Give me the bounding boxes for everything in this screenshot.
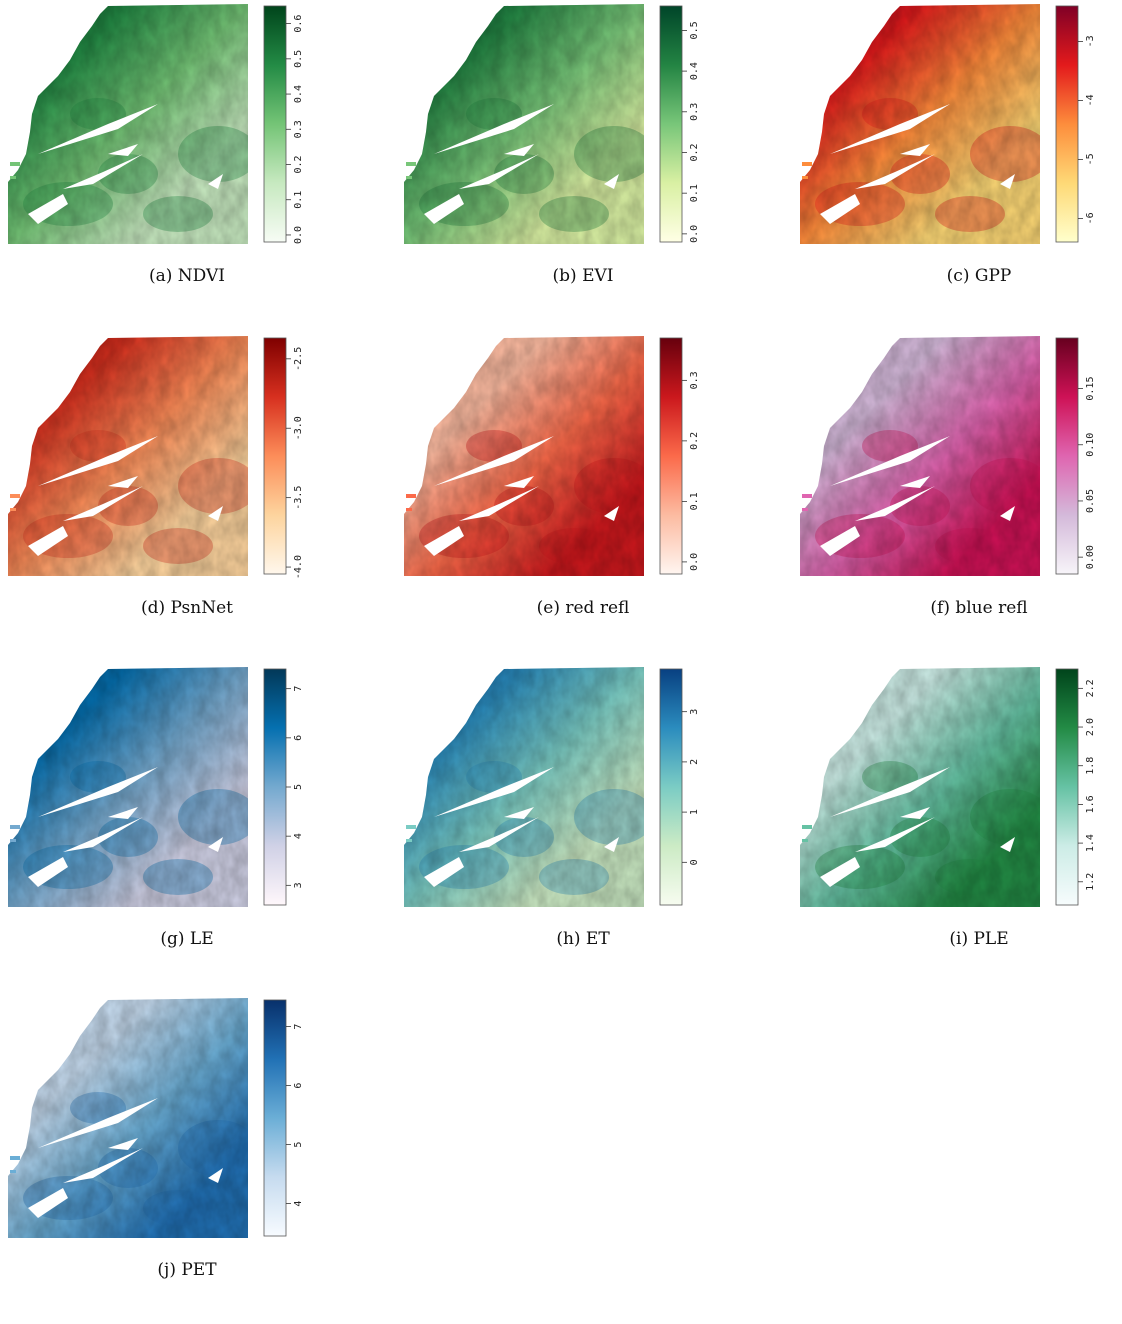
colorbar-tick-label: 1.8: [1085, 757, 1096, 775]
colorbar-tick-label: 4: [293, 1201, 304, 1207]
colorbar-tick-label: 0.15: [1085, 377, 1096, 401]
colorbar: -4.0 -3.5 -3.0 -2.5: [263, 337, 304, 579]
map-image: [404, 4, 644, 244]
panel-caption: (c) GPP: [946, 266, 1012, 286]
colorbar-tick-label: 0.05: [1085, 489, 1096, 513]
colorbar: -6 -5 -4 -3: [1055, 5, 1096, 243]
colorbar-tick-label: 6: [293, 1083, 304, 1089]
colorbar-tick-label: -3.5: [293, 486, 304, 510]
colorbar-tick-label: 0.5: [293, 50, 304, 68]
map-image: [8, 667, 248, 907]
panel-caption: (b) EVI: [552, 266, 614, 286]
colorbar: 0.0 0.1 0.2 0.3 0.4 0.5: [659, 5, 700, 243]
panel-pet: 4 5 6 7 (j) PET: [0, 994, 374, 1324]
colorbar-tick-label: 0.2: [689, 432, 700, 450]
colorbar-tick-label: 5: [293, 1142, 304, 1148]
colorbar-tick-label: 5: [293, 784, 304, 790]
panel-gpp: -6 -5 -4 -3 (c) GPP: [792, 0, 1122, 330]
map-image: [800, 667, 1040, 907]
colorbar-tick-label: -3.0: [293, 416, 304, 440]
colorbar: 0.0 0.1 0.2 0.3: [659, 337, 700, 575]
colorbar-tick-label: -4: [1085, 94, 1096, 106]
panel-caption: (j) PET: [157, 1260, 217, 1280]
colorbar-tick-label: 2.0: [1085, 718, 1096, 736]
colorbar-tick-label: 2.2: [1085, 679, 1096, 697]
map-image: [8, 336, 248, 576]
colorbar: 3 4 5 6 7: [263, 668, 304, 906]
colorbar-tick-label: 0.3: [689, 103, 700, 121]
colorbar-tick-label: 3: [293, 882, 304, 888]
panel-et: 0 1 2 3 (h) ET: [396, 663, 770, 993]
panel-caption: (e) red refl: [536, 598, 630, 618]
colorbar-tick-label: 0.2: [689, 143, 700, 161]
panel-psnnet: -4.0 -3.5 -3.0 -2.5 (d) PsnNet: [0, 332, 374, 662]
colorbar-tick-label: -2.5: [293, 347, 304, 371]
colorbar-tick-label: 0.1: [689, 492, 700, 510]
colorbar-tick-label: 0.1: [293, 191, 304, 209]
colorbar-tick-label: 1.2: [1085, 873, 1096, 891]
colorbar-tick-label: 0.0: [293, 226, 304, 244]
colorbar-tick-label: 0.6: [293, 15, 304, 33]
map-image: [404, 667, 644, 907]
panel-caption: (d) PsnNet: [141, 598, 233, 618]
colorbar-tick-label: 2: [689, 759, 700, 765]
colorbar-tick-label: 0.1: [689, 184, 700, 202]
colorbar-tick-label: 0.5: [689, 21, 700, 39]
colorbar-tick-label: 0.10: [1085, 433, 1096, 457]
colorbar-tick-label: 1: [689, 809, 700, 815]
colorbar-tick-label: 0.4: [689, 62, 700, 80]
colorbar-tick-label: -3: [1085, 35, 1096, 47]
colorbar-tick-label: 1.6: [1085, 795, 1096, 813]
panel-caption: (f) blue refl: [930, 598, 1028, 618]
panel-red-refl: 0.0 0.1 0.2 0.3 (e) red refl: [396, 332, 770, 662]
colorbar-tick-label: 3: [689, 709, 700, 715]
colorbar-tick-label: -5: [1085, 153, 1096, 165]
colorbar-tick-label: 0.00: [1085, 545, 1096, 569]
colorbar-tick-label: 4: [293, 833, 304, 839]
panel-caption: (a) NDVI: [148, 266, 225, 286]
colorbar-tick-label: 7: [293, 686, 304, 692]
panel-evi: 0.0 0.1 0.2 0.3 0.4 0.5 (b) EVI: [396, 0, 770, 330]
panel-ple: 1.2 1.4 1.6 1.8 2.0 2.2 (i) PLE: [792, 663, 1122, 993]
colorbar-tick-label: 0.2: [293, 155, 304, 173]
colorbar-tick-label: 0.4: [293, 85, 304, 103]
colorbar-tick-label: 6: [293, 735, 304, 741]
colorbar-tick-label: 0: [689, 859, 700, 865]
map-image: [8, 998, 248, 1238]
panel-caption: (i) PLE: [949, 929, 1009, 949]
colorbar-tick-label: 0.0: [689, 553, 700, 571]
map-image: [800, 4, 1040, 244]
colorbar-tick-label: 0.3: [689, 371, 700, 389]
panel-caption: (g) LE: [160, 929, 214, 949]
colorbar: 4 5 6 7: [263, 999, 304, 1237]
colorbar-tick-label: -4.0: [293, 555, 304, 579]
colorbar-tick-label: 7: [293, 1024, 304, 1030]
panel-ndvi: 0.0 0.1 0.2 0.3 0.4 0.5 0.6 (a) NDVI: [0, 0, 374, 330]
map-image: [8, 4, 248, 244]
colorbar: 0 1 2 3: [659, 668, 700, 906]
colorbar: 0.00 0.05 0.10 0.15: [1055, 337, 1096, 575]
map-image: [404, 336, 644, 576]
colorbar: 1.2 1.4 1.6 1.8 2.0 2.2: [1055, 668, 1096, 906]
colorbar-tick-label: 1.4: [1085, 834, 1096, 852]
panel-blue-refl: 0.00 0.05 0.10 0.15 (f) blue refl: [792, 332, 1122, 662]
panel-caption: (h) ET: [556, 929, 610, 949]
colorbar-tick-label: 0.3: [293, 120, 304, 138]
map-image: [800, 336, 1040, 576]
panel-le: 3 4 5 6 7 (g) LE: [0, 663, 374, 993]
colorbar-tick-label: -6: [1085, 212, 1096, 224]
colorbar: 0.0 0.1 0.2 0.3 0.4 0.5 0.6: [263, 5, 304, 244]
colorbar-tick-label: 0.0: [689, 225, 700, 243]
